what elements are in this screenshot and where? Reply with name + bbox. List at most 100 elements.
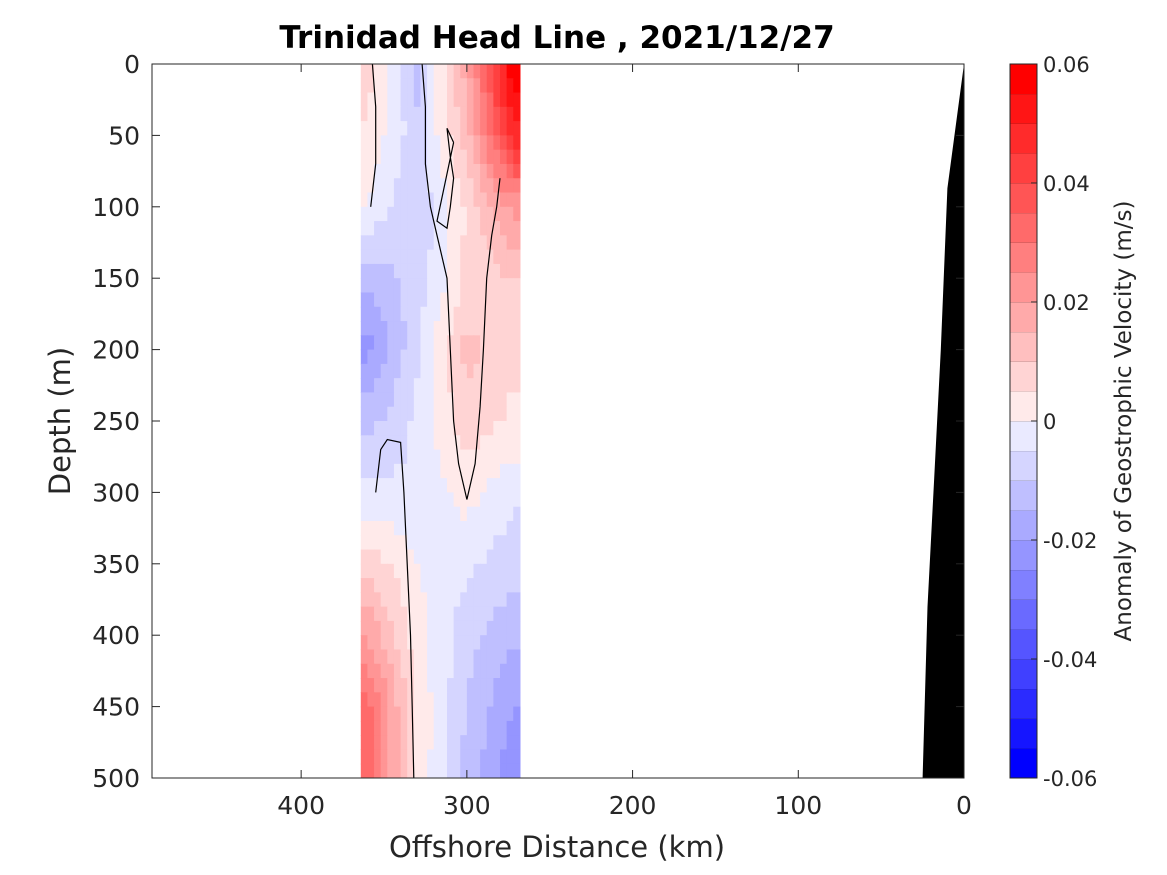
- velocity-cell: [486, 635, 494, 651]
- velocity-cell: [380, 163, 388, 179]
- velocity-cell: [500, 763, 508, 778]
- velocity-cell: [360, 192, 369, 208]
- velocity-cell: [500, 678, 508, 693]
- velocity-cell: [367, 178, 375, 194]
- velocity-cell: [473, 663, 481, 679]
- velocity-cell: [433, 163, 441, 179]
- velocity-cell: [407, 306, 415, 322]
- velocity-cell: [440, 92, 448, 108]
- velocity-cell: [393, 406, 402, 422]
- velocity-cell: [493, 306, 501, 322]
- velocity-cell: [413, 649, 422, 665]
- velocity-cell: [486, 463, 494, 479]
- velocity-cell: [446, 663, 455, 679]
- velocity-cell: [367, 635, 375, 651]
- velocity-cell: [466, 763, 475, 778]
- velocity-cell: [374, 278, 382, 294]
- velocity-cell: [513, 635, 521, 651]
- velocity-cell: [446, 649, 455, 665]
- velocity-cell: [367, 663, 375, 679]
- velocity-cell: [506, 192, 514, 208]
- velocity-cell: [360, 349, 369, 365]
- velocity-cell: [453, 278, 461, 294]
- velocity-cell: [486, 421, 494, 436]
- velocity-cell: [413, 135, 422, 151]
- velocity-cell: [420, 292, 428, 308]
- velocity-cell: [433, 192, 441, 208]
- velocity-cell: [480, 449, 488, 465]
- velocity-cell: [393, 92, 402, 108]
- velocity-cell: [460, 492, 468, 508]
- velocity-cell: [374, 349, 382, 365]
- velocity-cell: [360, 520, 369, 536]
- velocity-cell: [433, 306, 441, 322]
- colorbar-level: [1010, 540, 1037, 571]
- velocity-cell: [420, 192, 428, 208]
- velocity-cell: [374, 478, 382, 493]
- velocity-cell: [367, 378, 375, 394]
- velocity-cell: [433, 349, 441, 365]
- velocity-cell: [387, 649, 395, 665]
- velocity-cell: [393, 478, 402, 493]
- velocity-cell: [420, 606, 428, 622]
- velocity-cell: [506, 178, 514, 194]
- velocity-cell: [433, 378, 441, 394]
- velocity-cell: [506, 706, 514, 722]
- velocity-cell: [473, 720, 481, 736]
- velocity-cell: [440, 606, 448, 622]
- velocity-cell: [500, 406, 508, 422]
- velocity-cell: [506, 78, 514, 94]
- zero-contour-line: [370, 64, 377, 207]
- velocity-cell: [466, 592, 475, 608]
- colorbar-level: [1010, 361, 1037, 392]
- velocity-cell: [440, 349, 448, 365]
- velocity-cell: [500, 563, 508, 579]
- velocity-cell: [374, 663, 382, 679]
- velocity-cell: [400, 606, 408, 622]
- velocity-cell: [453, 421, 461, 436]
- velocity-cell: [427, 321, 435, 336]
- velocity-cell: [387, 349, 395, 365]
- velocity-cell: [380, 178, 388, 194]
- velocity-cell: [400, 135, 408, 151]
- y-tick-label: 350: [92, 550, 140, 579]
- velocity-cell: [367, 720, 375, 736]
- velocity-cell: [433, 606, 441, 622]
- y-tick-label: 250: [92, 407, 140, 436]
- velocity-cell: [446, 478, 455, 493]
- velocity-cell: [493, 335, 501, 351]
- velocity-cell: [493, 392, 501, 408]
- velocity-cell: [360, 306, 369, 322]
- velocity-cell: [446, 306, 455, 322]
- velocity-cell: [427, 720, 435, 736]
- velocity-cell: [486, 749, 494, 765]
- velocity-cell: [360, 720, 369, 736]
- velocity-cell: [387, 249, 395, 265]
- velocity-cell: [380, 592, 388, 608]
- y-axis-ticks: 0 50 100 150 200 250 300 350 400 450 500: [92, 50, 964, 793]
- velocity-cell: [466, 549, 475, 565]
- velocity-cell: [446, 363, 455, 379]
- velocity-cell: [433, 763, 441, 778]
- velocity-cell: [500, 121, 508, 136]
- velocity-cell: [374, 178, 382, 194]
- velocity-cell: [374, 249, 382, 265]
- velocity-cell: [380, 492, 388, 508]
- velocity-cell: [427, 735, 435, 751]
- velocity-cell: [374, 206, 382, 222]
- velocity-cell: [506, 535, 514, 551]
- velocity-cell: [433, 321, 441, 336]
- velocity-cell: [427, 635, 435, 651]
- velocity-cell: [367, 592, 375, 608]
- velocity-cell: [387, 578, 395, 593]
- velocity-cell: [500, 92, 508, 108]
- velocity-cell: [433, 592, 441, 608]
- velocity-cell: [473, 263, 481, 279]
- velocity-cell: [506, 378, 514, 394]
- velocity-cell: [380, 235, 388, 251]
- velocity-cell: [473, 135, 481, 151]
- velocity-cell: [427, 692, 435, 708]
- velocity-cell: [480, 663, 488, 679]
- velocity-cell: [453, 606, 461, 622]
- velocity-cell: [480, 763, 488, 778]
